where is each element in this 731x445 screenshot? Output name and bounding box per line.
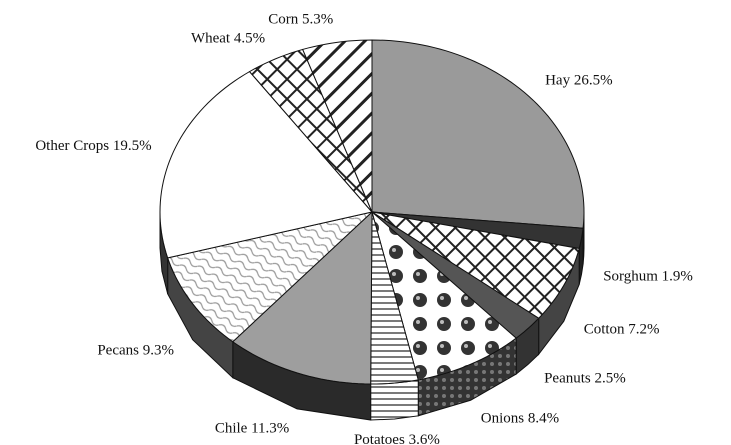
slice-value: 4.5%: [234, 31, 265, 47]
slice-label: Pecans 9.3%: [97, 343, 174, 359]
slice-value: 3.6%: [409, 432, 440, 445]
slice-name: Cotton: [584, 322, 625, 338]
slice-name: Corn: [268, 12, 299, 28]
slice-value: 19.5%: [113, 138, 152, 154]
slice-label: Potatoes 3.6%: [354, 432, 440, 445]
slice-label: Chile 11.3%: [215, 421, 289, 437]
pie-slice: [371, 210, 517, 381]
slice-value: 2.5%: [595, 371, 626, 387]
slice-label: Cotton 7.2%: [584, 322, 660, 338]
slice-name: Sorghum: [603, 269, 658, 285]
slice-name: Peanuts: [544, 371, 591, 387]
slice-value: 26.5%: [574, 73, 613, 89]
slice-name: Onions: [481, 411, 525, 427]
slice-value: 5.3%: [302, 12, 333, 28]
slice-label: Wheat 4.5%: [191, 31, 265, 47]
slice-label: Peanuts 2.5%: [544, 371, 626, 387]
slice-value: 9.3%: [143, 343, 174, 359]
slice-name: Other Crops: [35, 138, 109, 154]
slice-value: 11.3%: [251, 421, 289, 437]
pie-slice: [371, 211, 540, 339]
pie-slice: [371, 39, 585, 229]
slice-value: 7.2%: [628, 322, 659, 338]
pie-slice: [232, 210, 373, 385]
pie-slice: [159, 70, 373, 259]
slice-name: Potatoes: [354, 432, 405, 445]
slice-label: Onions 8.4%: [481, 411, 559, 427]
slice-name: Pecans: [97, 343, 139, 359]
pie-slice: [167, 211, 374, 343]
slice-value: 8.4%: [528, 411, 559, 427]
slice-name: Chile: [215, 421, 248, 437]
pie-slice: [370, 211, 419, 385]
slice-label: Hay 26.5%: [545, 73, 613, 89]
pie-slice: [371, 211, 580, 319]
slice-label: Other Crops 19.5%: [35, 138, 151, 154]
pie-slice: [302, 39, 373, 213]
slice-label: Corn 5.3%: [268, 12, 333, 28]
pie-slice: [248, 48, 373, 213]
slice-name: Wheat: [191, 31, 231, 47]
slice-name: Hay: [545, 73, 570, 89]
slice-label: Sorghum 1.9%: [603, 269, 693, 285]
slice-value: 1.9%: [662, 269, 693, 285]
pie-side: [370, 379, 419, 421]
